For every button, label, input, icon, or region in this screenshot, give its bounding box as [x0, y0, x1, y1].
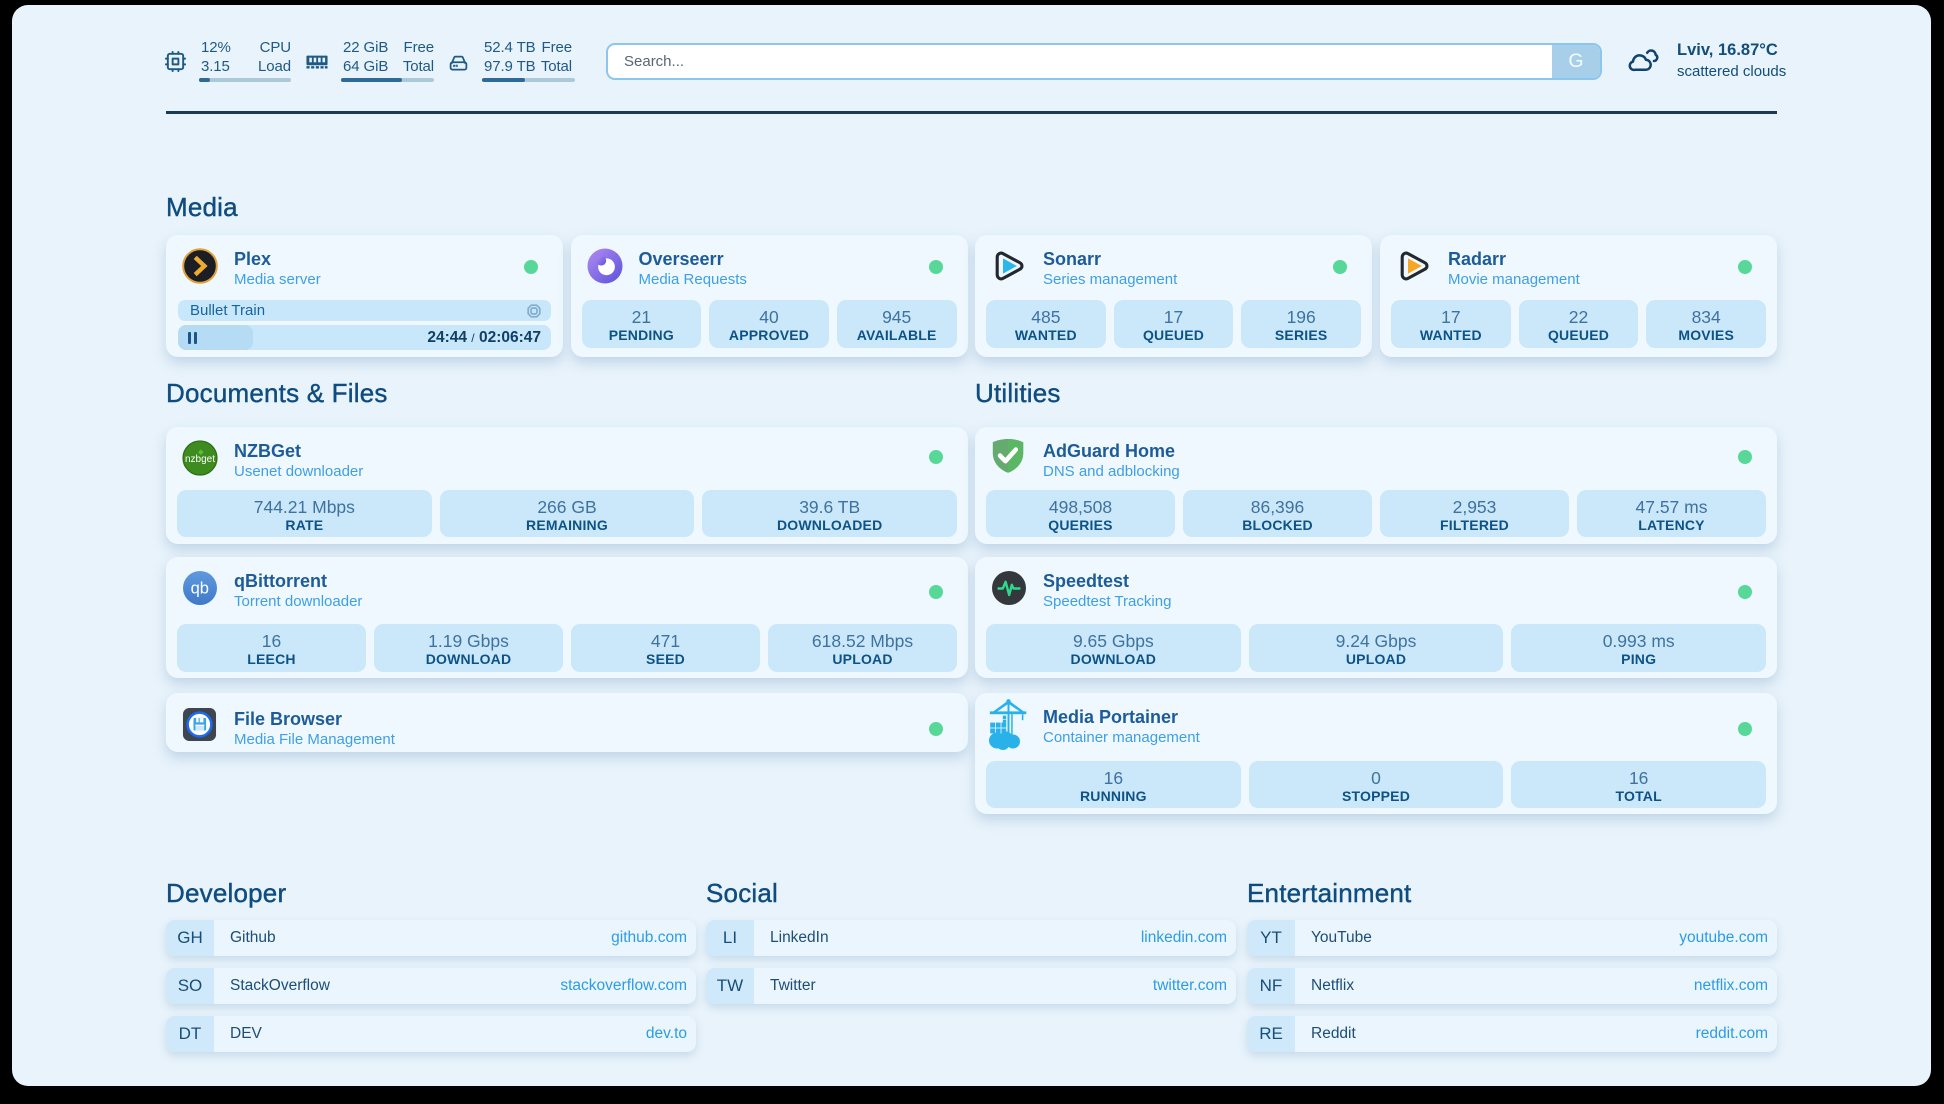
svg-text:nzbget: nzbget: [185, 454, 215, 465]
svg-text:qb: qb: [191, 580, 209, 598]
